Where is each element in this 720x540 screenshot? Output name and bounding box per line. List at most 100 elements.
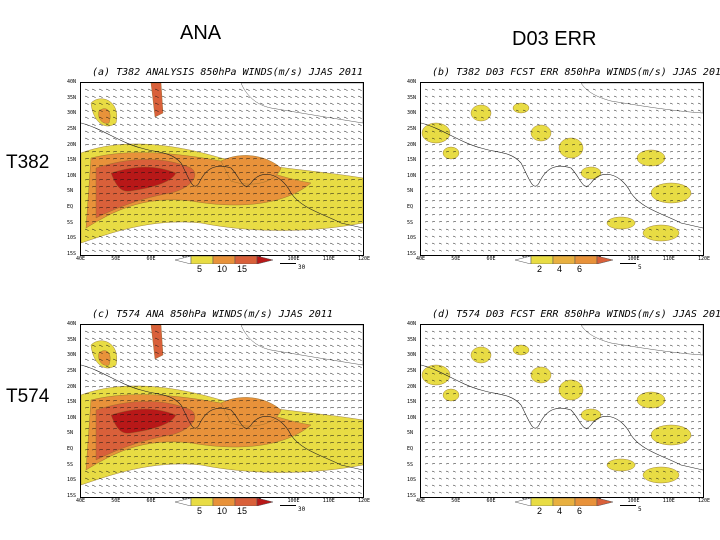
wind-arrow: [231, 427, 236, 430]
wind-arrow: [126, 249, 131, 252]
wind-arrow: [294, 123, 299, 126]
wind-arrow: [690, 242, 694, 245]
wind-arrow: [536, 235, 540, 238]
wind-arrow: [585, 386, 589, 388]
wind-arrow: [343, 123, 348, 126]
wind-arrow: [613, 477, 617, 480]
wind-arrow: [613, 137, 617, 140]
wind-arrow: [231, 470, 236, 473]
wind-arrow: [154, 441, 159, 444]
wind-arrow: [683, 421, 687, 423]
wind-arrow: [119, 220, 124, 223]
wind-arrow: [308, 130, 313, 133]
wind-arrow: [690, 88, 694, 91]
wind-arrow: [662, 123, 666, 126]
wind-arrow: [494, 449, 498, 451]
wind-arrow: [494, 442, 498, 444]
wind-arrow: [487, 421, 491, 423]
wind-arrow: [252, 427, 257, 430]
wind-arrow: [466, 379, 470, 382]
wind-arrow: [536, 491, 540, 494]
wind-arrow: [112, 477, 117, 480]
wind-arrow: [515, 365, 519, 368]
wind-arrow: [308, 116, 313, 119]
wind-arrow: [606, 330, 610, 333]
wind-arrow: [459, 414, 463, 416]
wind-arrow: [203, 185, 208, 188]
wind-arrow: [245, 365, 250, 368]
wind-arrow: [245, 220, 250, 223]
wind-arrow: [648, 165, 652, 167]
wind-arrow: [329, 372, 334, 375]
wind-arrow: [550, 365, 554, 368]
wind-arrow: [98, 337, 103, 340]
wind-arrow: [627, 235, 631, 238]
wind-arrow: [480, 491, 484, 494]
wind-arrow: [140, 372, 145, 375]
wind-arrow: [231, 337, 236, 340]
latitude-label: 10S: [67, 477, 77, 484]
wind-arrow: [690, 372, 694, 375]
wind-arrow: [648, 400, 652, 402]
wind-arrow: [308, 448, 313, 451]
wind-arrow: [578, 386, 582, 388]
wind-arrow: [641, 214, 645, 216]
wind-arrow: [168, 130, 173, 133]
wind-arrow: [294, 178, 299, 181]
wind-arrow: [697, 456, 701, 458]
wind-arrow: [620, 400, 624, 402]
wind-arrow: [210, 441, 215, 444]
wind-arrow: [217, 358, 222, 361]
wind-arrow: [84, 178, 89, 181]
wind-arrow: [287, 427, 292, 430]
wind-arrow: [683, 200, 687, 202]
wind-arrow: [259, 448, 264, 451]
wind-arrow: [599, 379, 603, 382]
wind-arrow: [648, 414, 652, 416]
wind-arrow: [350, 491, 355, 494]
wind-arrow: [217, 249, 222, 252]
wind-arrow: [690, 470, 694, 473]
colorbar-segment: [552, 498, 576, 506]
wind-arrow: [189, 220, 194, 223]
wind-arrow: [445, 337, 449, 340]
wind-arrow: [690, 214, 694, 216]
wind-arrow: [487, 228, 491, 231]
wind-arrow: [329, 337, 334, 340]
wind-arrow: [592, 330, 596, 333]
wind-arrow: [613, 116, 617, 119]
wind-arrow: [676, 435, 680, 437]
wind-arrow: [357, 130, 362, 133]
wind-arrow: [480, 130, 484, 133]
wind-arrow: [140, 455, 145, 458]
wind-arrow: [357, 462, 362, 465]
colorbar-tick-label: 2: [537, 506, 543, 516]
wind-arrow: [98, 178, 103, 181]
wind-arrow: [473, 179, 477, 181]
wind-arrow: [431, 442, 435, 444]
wind-arrow: [196, 249, 201, 252]
wind-arrow: [424, 330, 428, 333]
wind-arrow: [634, 144, 638, 146]
wind-arrow: [508, 456, 512, 458]
wind-arrow: [112, 484, 117, 487]
wind-arrow: [683, 95, 687, 98]
wind-arrow: [627, 186, 631, 188]
wind-arrow: [322, 95, 327, 98]
wind-arrow: [210, 392, 215, 395]
wind-arrow: [217, 95, 222, 98]
wind-arrow: [210, 220, 215, 223]
wind-arrow: [564, 130, 568, 133]
wind-arrow: [676, 165, 680, 167]
wind-arrow: [175, 455, 180, 458]
wind-arrow: [634, 158, 638, 160]
wind-arrow: [480, 449, 484, 451]
wind-arrow: [175, 150, 180, 153]
wind-arrow: [336, 95, 341, 98]
wind-arrow: [536, 137, 540, 140]
wind-arrow: [599, 414, 603, 416]
wind-arrow: [336, 157, 341, 160]
wind-arrow: [648, 109, 652, 112]
wind-arrow: [301, 455, 306, 458]
wind-arrow: [459, 193, 463, 195]
